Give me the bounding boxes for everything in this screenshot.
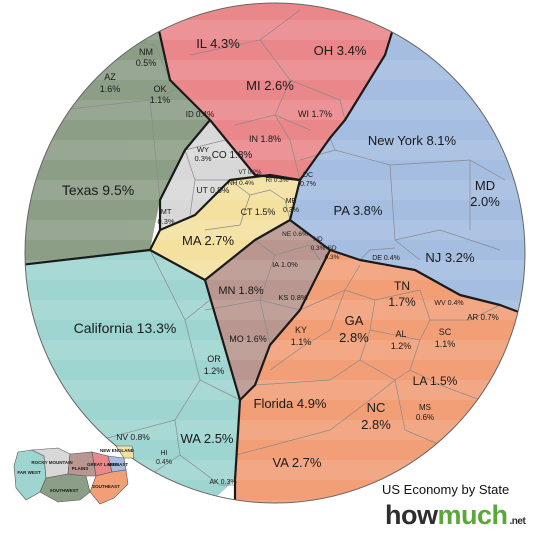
label-il: IL 4.3% <box>196 36 240 51</box>
us-region-map-labels: FAR WEST ROCKY MOUNTAIN PLAINS GREAT LAK… <box>17 448 134 493</box>
map-label-mideast: MIDEAST <box>108 462 129 467</box>
label-az: AZ 1.6% <box>100 72 121 94</box>
label-mo: MO 1.6% <box>229 334 267 344</box>
label-ca: California 13.3% <box>74 320 177 336</box>
label-wy: WY 0.3% <box>194 145 211 163</box>
region-borders <box>25 3 525 503</box>
region-plains <box>205 220 330 400</box>
label-sd: SD 0.3% <box>325 245 340 261</box>
label-fl: Florida 4.9% <box>254 396 327 411</box>
label-oh: OH 3.4% <box>314 43 367 58</box>
label-hi: HI 0.4% <box>156 450 172 466</box>
label-nd: ND 0.3% <box>311 236 326 252</box>
label-ny: New York 8.1% <box>368 133 457 148</box>
label-me: ME 0.3% <box>283 198 299 214</box>
label-nc: NC 2.8% <box>361 400 391 432</box>
state-labels: Texas 9.5% AZ 1.6% NM 0.5% OK 1.1% IL 4.3% … <box>62 36 500 486</box>
logo-much: much <box>437 500 509 530</box>
label-tn: TN 1.7% <box>388 279 416 309</box>
label-nm: NM 0.5% <box>136 47 157 68</box>
label-nj: NJ 3.2% <box>425 250 475 265</box>
label-la: LA 1.5% <box>413 374 458 388</box>
label-id: ID 0.4% <box>186 110 214 119</box>
label-co: CO 1.8% <box>212 150 253 161</box>
map-label-rockymountain: ROCKY MOUNTAIN <box>31 460 72 465</box>
chart-title: US Economy by State <box>382 482 510 497</box>
label-al: AL 1.2% <box>391 329 412 351</box>
label-ar: AR 0.7% <box>467 313 499 322</box>
label-mn: MN 1.8% <box>218 285 263 297</box>
region-greatlakes <box>150 3 405 180</box>
map-label-farwest: FAR WEST <box>17 470 41 475</box>
label-wa: WA 2.5% <box>181 431 234 446</box>
label-ga: GA 2.8% <box>339 313 369 345</box>
map-label-southeast: SOUTHEAST <box>92 484 120 489</box>
map-label-newengland: NEW ENGLAND <box>100 448 135 453</box>
map-newengland <box>115 445 135 459</box>
label-ks: KS 0.8% <box>278 293 308 302</box>
label-or: OR 1.2% <box>204 354 225 376</box>
label-ri: RI 0.3% <box>265 177 288 184</box>
label-ia: IA 1.0% <box>272 260 298 269</box>
label-de: DE 0.4% <box>372 255 400 262</box>
label-ok: OK 1.1% <box>150 84 171 105</box>
map-label-plains: PLAINS <box>72 466 89 471</box>
label-tx: Texas 9.5% <box>62 182 134 198</box>
label-sc: SC 1.1% <box>435 327 456 349</box>
map-label-greatlakes: GREAT LAKES <box>87 462 119 467</box>
label-va: VA 2.7% <box>273 455 322 470</box>
label-ne: NE 0.6% <box>282 231 308 238</box>
label-ky: KY 1.1% <box>291 325 312 347</box>
label-ct: CT 1.5% <box>241 207 276 217</box>
label-ma: MA 2.7% <box>182 233 234 248</box>
label-wi: WI 1.7% <box>298 109 332 119</box>
label-nh: NH 0.4% <box>228 180 254 187</box>
state-borders <box>59 9 506 486</box>
label-mi: MI 2.6% <box>246 78 294 93</box>
label-dc: DC 0.7% <box>300 172 316 188</box>
label-ut: UT 0.8% <box>197 185 230 195</box>
region-newengland <box>150 175 300 280</box>
label-wv: WV 0.4% <box>434 300 463 307</box>
label-md: MD 2.0% <box>470 178 500 209</box>
logo-net: .net <box>509 516 526 527</box>
label-nv: NV 0.8% <box>116 432 150 442</box>
howmuch-logo[interactable]: howmuch .net <box>385 500 526 531</box>
map-plains <box>67 451 97 477</box>
label-ak: AK 0.3% <box>209 479 236 486</box>
label-ms: MS 0.6% <box>416 403 434 422</box>
map-southeast <box>89 469 129 505</box>
label-in: IN 1.8% <box>249 134 281 144</box>
label-pa: PA 3.8% <box>334 203 383 218</box>
label-vt: VT 0.2% <box>239 170 263 176</box>
map-label-southwest: SOUTHWEST <box>50 488 79 493</box>
label-mt: MT 0.3% <box>157 207 174 226</box>
outer-circle <box>24 2 526 504</box>
us-region-map <box>13 445 135 505</box>
logo-how: how <box>385 500 438 530</box>
